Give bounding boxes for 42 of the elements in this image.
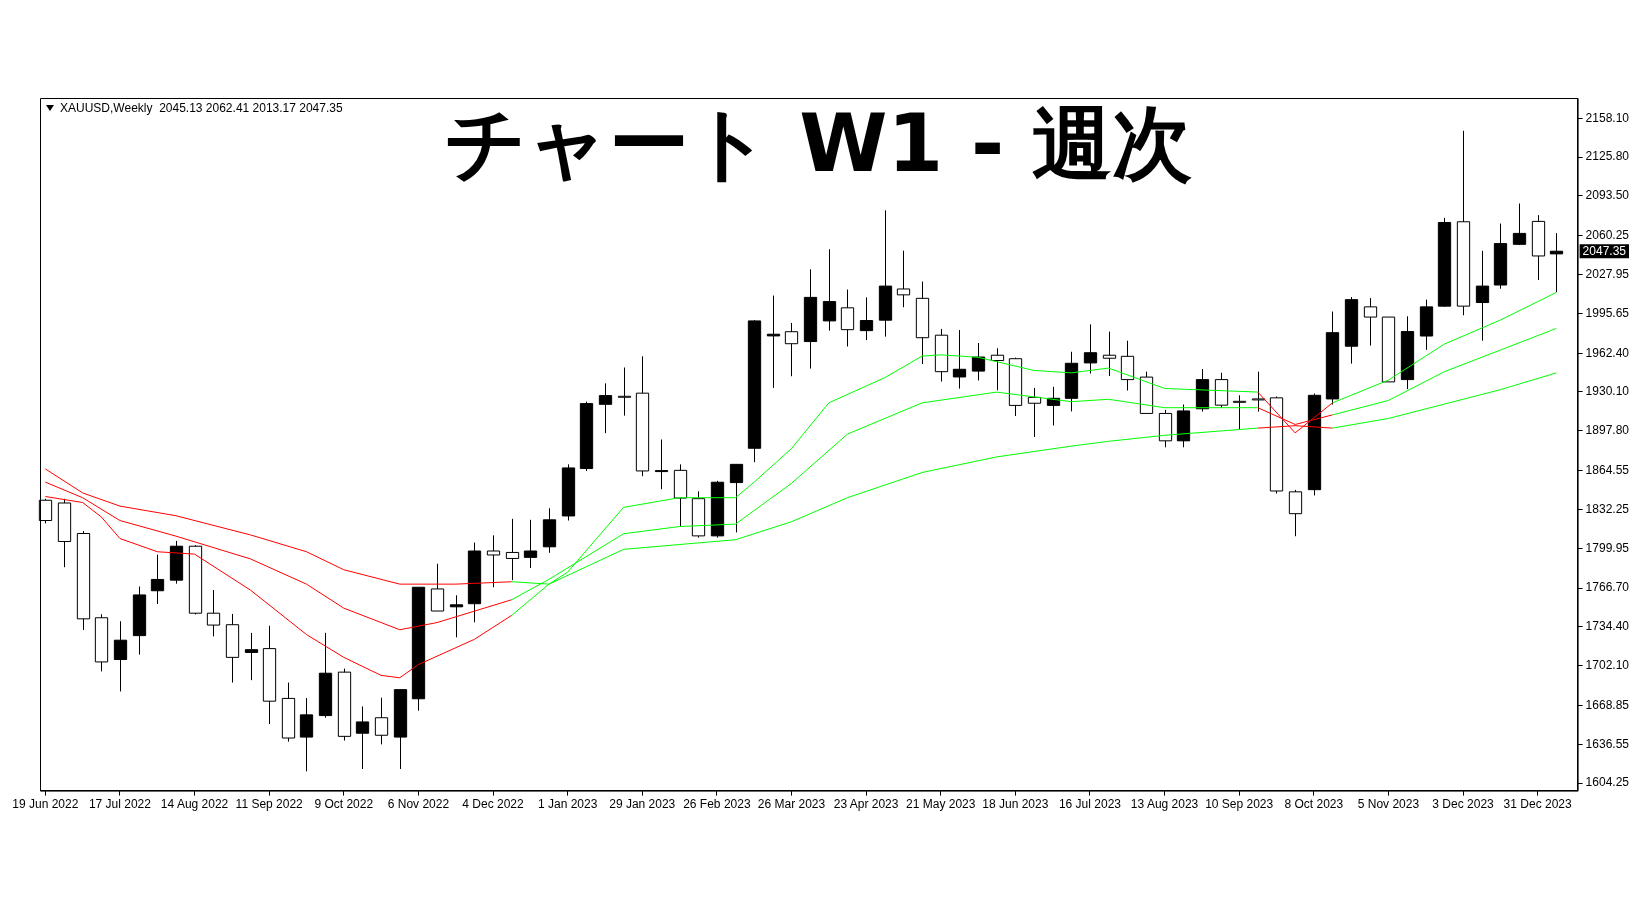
y-tick-label: 1799.95 — [1585, 540, 1630, 555]
x-tick-label: 17 Jul 2022 — [88, 797, 152, 812]
y-tick-label: 1702.10 — [1585, 657, 1630, 672]
y-tick-label: 1604.25 — [1585, 775, 1630, 790]
y-tick-label: 1832.25 — [1585, 501, 1630, 516]
y-tick-label: 2158.10 — [1585, 110, 1630, 125]
x-tick-label: 4 Dec 2022 — [462, 797, 525, 812]
x-tick-label: 16 Jul 2023 — [1058, 797, 1122, 812]
y-tick-label: 2125.80 — [1585, 149, 1630, 164]
x-tick-label: 26 Mar 2023 — [757, 797, 826, 812]
y-tick-label: 1734.40 — [1585, 619, 1630, 634]
y-tick-label: 2060.25 — [1585, 228, 1630, 243]
y-tick-label: 2027.95 — [1585, 266, 1630, 281]
x-tick-label: 10 Sep 2023 — [1205, 797, 1274, 812]
y-tick-label: 1897.80 — [1585, 423, 1630, 438]
x-tick-label: 21 May 2023 — [906, 797, 976, 812]
annotation: 2047.35 — [1582, 244, 1627, 259]
y-tick-label: 2093.50 — [1585, 188, 1630, 203]
y-tick-label: 1864.55 — [1585, 462, 1630, 477]
x-tick-label: 1 Jan 2023 — [537, 797, 598, 812]
x-tick-label: 5 Nov 2023 — [1357, 797, 1420, 812]
x-tick-label: 19 Jun 2022 — [12, 797, 79, 812]
y-tick-label: 1766.70 — [1585, 580, 1630, 595]
y-tick-label: 1995.65 — [1585, 305, 1630, 320]
x-tick-label: 13 Aug 2023 — [1130, 797, 1199, 812]
x-tick-label: 18 Jun 2023 — [982, 797, 1049, 812]
chart-title: チャート W1 - 週次 — [445, 96, 1193, 190]
x-tick-label: 6 Nov 2022 — [387, 797, 450, 812]
x-tick-label: 3 Dec 2023 — [1432, 797, 1495, 812]
y-tick-label: 1636.55 — [1585, 736, 1630, 751]
x-tick-label: 8 Oct 2023 — [1284, 797, 1344, 812]
x-tick-label: 26 Feb 2023 — [683, 797, 751, 812]
x-tick-label: 14 Aug 2022 — [160, 797, 229, 812]
x-tick-label: 23 Apr 2023 — [833, 797, 899, 812]
chart-subtitle: XAUUSD,Weekly 2045.13 2062.41 2013.17 2047.35 — [60, 101, 343, 115]
x-tick-label: 31 Dec 2023 — [1503, 797, 1572, 812]
y-tick-label: 1962.40 — [1585, 345, 1630, 360]
y-tick-label: 1668.85 — [1585, 697, 1630, 712]
x-tick-label: 11 Sep 2022 — [235, 797, 304, 812]
y-tick-label: 1930.10 — [1585, 384, 1630, 399]
x-tick-label: 9 Oct 2022 — [314, 797, 374, 812]
x-tick-label: 29 Jan 2023 — [609, 797, 676, 812]
